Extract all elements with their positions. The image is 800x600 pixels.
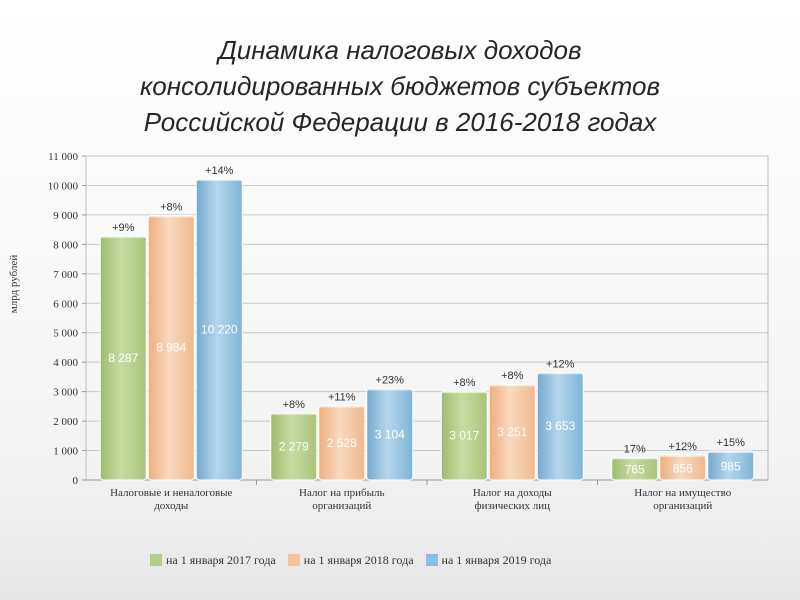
- bar-highlight: [197, 178, 242, 181]
- bar-highlight: [319, 405, 364, 408]
- y-tick-label: 2 000: [53, 416, 78, 428]
- category-label-line: физических лиц: [474, 500, 550, 512]
- bar-highlight: [660, 454, 705, 457]
- bar-change-label: +12%: [669, 441, 698, 453]
- y-tick-label: 1 000: [53, 446, 78, 458]
- y-tick-label: 7 000: [53, 269, 78, 281]
- y-tick-label: 8 000: [53, 239, 78, 251]
- bar-value-label: 2 279: [279, 439, 309, 453]
- title-line-3: Российской Федерации в 2016-2018 годах: [143, 107, 657, 137]
- bar-value-label: 8 984: [156, 341, 186, 355]
- bar-value-label: 765: [625, 463, 645, 477]
- legend-label-2017: на 1 января 2017 года: [166, 552, 276, 567]
- category-label-line: организаций: [653, 500, 712, 512]
- y-tick-label: 10 000: [48, 180, 79, 192]
- y-tick-label: 3 000: [53, 387, 78, 399]
- bar-highlight: [271, 412, 316, 415]
- bar-value-label: 3 104: [375, 427, 405, 441]
- legend-item-2018: на 1 января 2018 года: [287, 552, 414, 568]
- legend-item-2017: на 1 января 2017 года: [150, 553, 276, 568]
- category-label: Налог на прибыль организаций: [299, 487, 384, 512]
- bar-highlight: [612, 457, 657, 460]
- bar-change-label: +8%: [501, 370, 524, 382]
- bar-change-label: +14%: [205, 165, 234, 177]
- bar-value-label: 3 653: [545, 419, 575, 433]
- bar-value-label: 2 528: [327, 436, 357, 450]
- y-axis-label: млрд рублей: [8, 255, 20, 314]
- legend-swatch-2019: [425, 554, 438, 566]
- y-tick-label: 0: [73, 475, 79, 487]
- bar-change-label: +11%: [328, 392, 356, 404]
- bar-change-label: +8%: [453, 377, 476, 389]
- category-label-line: организаций: [312, 500, 371, 512]
- bar-highlight: [442, 391, 487, 394]
- legend-swatch-2017: [150, 554, 162, 566]
- legend-label-2019: на 1 января 2019 года: [441, 552, 552, 567]
- chart-legend: на 1 января 2017 года на 1 января 2018 г…: [150, 550, 551, 570]
- bar-value-label: 856: [673, 461, 693, 475]
- bar-change-label: +15%: [717, 437, 746, 449]
- category-label-line: Налоговые и неналоговые: [110, 487, 232, 499]
- title-line-2: консолидированных бюджетов субъектов: [139, 71, 661, 101]
- y-tick-label: 11 000: [48, 151, 78, 163]
- bar-change-label: 17%: [624, 443, 646, 455]
- bar-highlight: [149, 215, 194, 218]
- y-tick-label: 6 000: [53, 298, 78, 310]
- legend-swatch-2018: [287, 554, 300, 566]
- y-tick-label: 9 000: [53, 210, 78, 222]
- bar-value-label: 985: [721, 459, 741, 473]
- category-label: Налог на доходы физических лиц: [473, 487, 552, 512]
- category-label-line: доходы: [154, 500, 189, 512]
- y-tick-label: 4 000: [53, 357, 78, 369]
- category-label-line: Налог на имущество: [634, 487, 731, 499]
- bar-value-label: 8 287: [108, 351, 138, 365]
- category-label: Налог на имущество организаций: [634, 487, 731, 512]
- bar-highlight: [490, 384, 535, 387]
- chart-title: Динамика налоговых доходов консолидирова…: [40, 32, 760, 140]
- bar-value-label: 3 017: [449, 429, 479, 443]
- category-label: Налоговые и неналоговые доходы: [110, 487, 232, 512]
- category-label-line: Налог на прибыль: [299, 487, 384, 499]
- bar-value-label: 3 251: [497, 425, 527, 439]
- bar-change-label: +12%: [546, 358, 575, 370]
- legend-item-2019: на 1 января 2019 года: [425, 552, 552, 568]
- title-line-1: Динамика налоговых доходов: [218, 35, 582, 65]
- category-label-line: Налог на доходы: [473, 487, 552, 499]
- y-tick-label: 5 000: [53, 328, 78, 340]
- bar-change-label: +8%: [283, 399, 306, 411]
- bar-change-label: +8%: [160, 201, 183, 213]
- legend-label-2018: на 1 января 2018 года: [303, 552, 414, 567]
- bar-change-label: +9%: [112, 222, 135, 234]
- bar-value-label: 10 220: [201, 322, 238, 336]
- bar-highlight: [367, 388, 412, 391]
- bar-highlight: [101, 235, 146, 238]
- bar-highlight: [708, 450, 753, 453]
- bar-highlight: [538, 372, 583, 375]
- bar-change-label: +23%: [376, 375, 405, 387]
